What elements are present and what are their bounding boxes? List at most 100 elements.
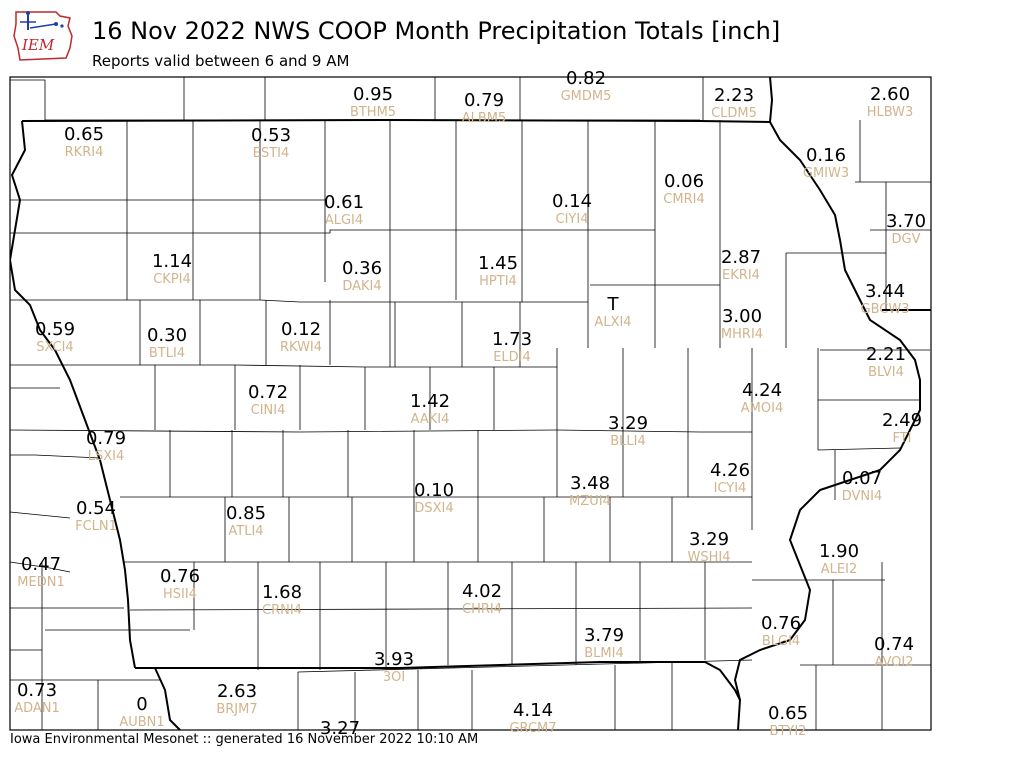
station-id: AUBN1 — [119, 715, 164, 730]
station-id: MEDN1 — [17, 575, 64, 590]
precip-value: 0.12 — [281, 319, 321, 340]
station-id: FCLN1 — [75, 519, 117, 534]
precip-value: 1.68 — [262, 582, 302, 603]
precip-value: 0.79 — [464, 90, 504, 111]
footer-credit: Iowa Environmental Mesonet :: generated … — [10, 732, 479, 747]
precip-value: 3.93 — [374, 649, 414, 670]
precip-value: 2.49 — [882, 410, 922, 431]
precip-value: 0.53 — [251, 125, 291, 146]
precip-value: 1.42 — [410, 391, 450, 412]
precip-value: 1.90 — [819, 541, 859, 562]
station-id: AAKI4 — [411, 412, 450, 427]
station-id: CKPI4 — [153, 272, 191, 287]
precip-value: 0.85 — [226, 503, 266, 524]
state-borders — [10, 77, 931, 730]
station-id: BLLI4 — [610, 434, 646, 449]
station-id: DVNI4 — [842, 489, 883, 504]
station-id: HPTI4 — [479, 274, 517, 289]
map-subtitle: Reports valid between 6 and 9 AM — [92, 52, 350, 70]
precip-value: 0.65 — [64, 124, 104, 145]
station-id: GMIW3 — [803, 166, 849, 181]
station-id: ALBM5 — [462, 111, 507, 126]
station-id: WSHI4 — [688, 550, 731, 565]
precip-value: 0.54 — [76, 498, 116, 519]
weather-station-icon — [20, 11, 64, 30]
precip-value: 3.79 — [584, 625, 624, 646]
station-id: BTLI4 — [149, 346, 185, 361]
precip-value: 1.14 — [152, 251, 192, 272]
station-id: CINI4 — [251, 403, 286, 418]
station-id: ALXI4 — [594, 315, 631, 330]
precip-value: 0.10 — [414, 480, 454, 501]
precip-value: 0.65 — [768, 703, 808, 724]
station-id: ATLI4 — [228, 524, 263, 539]
iem-logo: IEM — [13, 11, 73, 61]
station-plot: 3.27 — [320, 718, 360, 739]
station-id: HLBW3 — [867, 105, 914, 120]
precip-value: 0.79 — [86, 428, 126, 449]
station-id: ESTI4 — [253, 146, 290, 161]
precip-value: 0.16 — [806, 145, 846, 166]
precip-value: 1.45 — [478, 253, 518, 274]
precip-value: 2.87 — [721, 247, 761, 268]
precip-value: 3.70 — [886, 211, 926, 232]
station-id: DGV — [892, 232, 921, 247]
iem-logo-text: IEM — [21, 36, 55, 54]
precip-value: 0.07 — [842, 468, 882, 489]
precip-value: 4.14 — [513, 700, 553, 721]
station-id: AVOI2 — [874, 655, 913, 670]
station-id: BLVI4 — [868, 365, 904, 380]
station-id: HSII4 — [163, 587, 197, 602]
station-id: LSXI4 — [88, 449, 125, 464]
station-id: CIYI4 — [556, 212, 589, 227]
precip-value: 0.59 — [35, 319, 75, 340]
map-frame — [9, 76, 932, 731]
station-id: CMRI4 — [663, 192, 704, 207]
precip-value: 3.29 — [689, 529, 729, 550]
precip-value: 4.02 — [462, 581, 502, 602]
precip-value: 3.48 — [570, 473, 610, 494]
precip-value: 2.21 — [866, 344, 906, 365]
county-lines — [10, 77, 931, 730]
station-id: ALEI2 — [821, 562, 857, 577]
station-id: BLGI4 — [762, 634, 800, 649]
station-id: ICYI4 — [714, 481, 747, 496]
precip-value: 0.74 — [874, 634, 914, 655]
precip-value: 2.63 — [217, 681, 257, 702]
